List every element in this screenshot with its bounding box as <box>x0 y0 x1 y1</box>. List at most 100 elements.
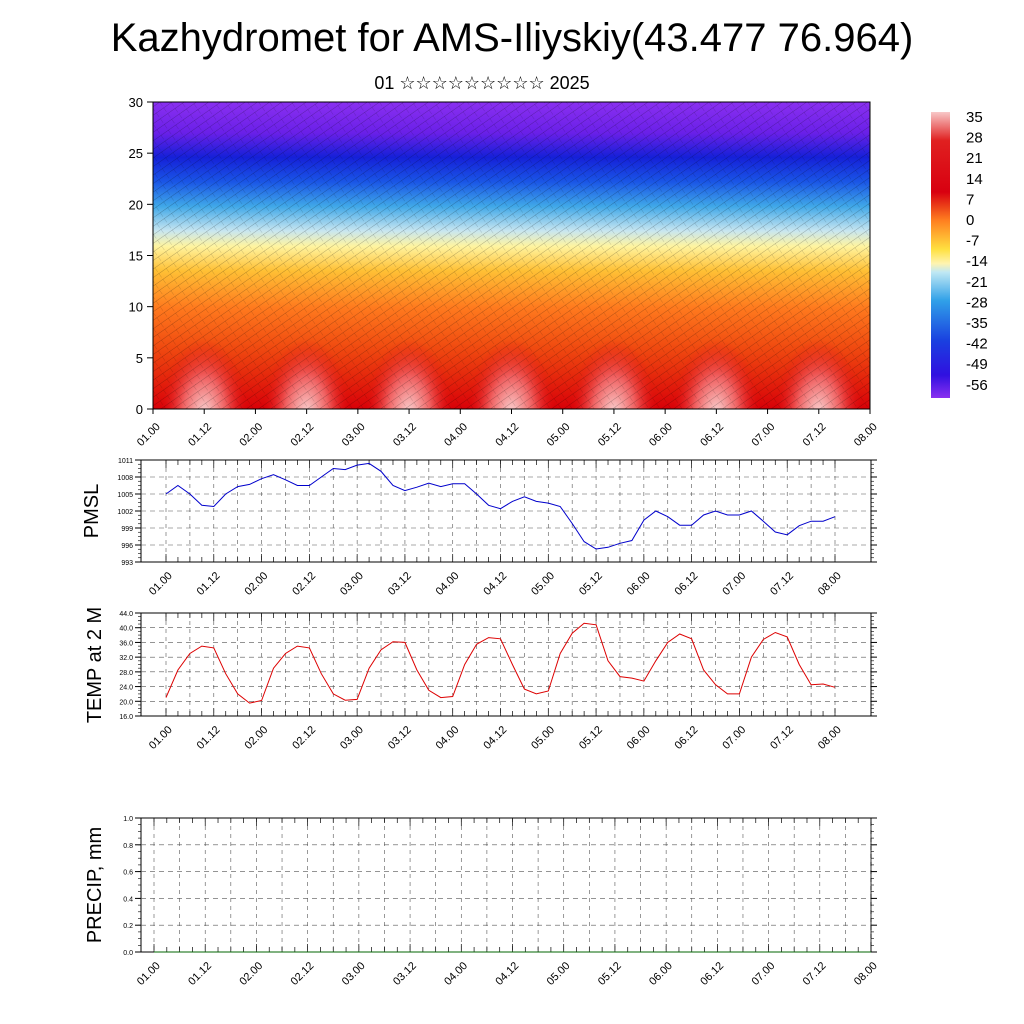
x-tick-label: 01.00 <box>147 724 175 752</box>
x-tick-label: 08.00 <box>816 724 844 752</box>
series-line <box>165 622 836 704</box>
x-tick-label: 02.00 <box>242 570 270 598</box>
colorbar: 35 28 21 14 7 0 -7 -14 -21 -28 -35 -42 -49 -56 <box>931 109 988 398</box>
colorbar-label: -49 <box>966 356 988 373</box>
colorbar-label: -7 <box>966 233 979 250</box>
x-tick-label: 06.12 <box>698 421 726 449</box>
colorbar-label: 28 <box>966 130 983 147</box>
y-tick-label: 44.0 <box>119 611 133 618</box>
pmsl-chart: 993 996 999 1002 1005 1008 1011 01.00 01.12 02.00… <box>81 458 877 598</box>
y-tick-label: 0.4 <box>123 896 133 903</box>
x-tick-label: 05.00 <box>545 421 573 449</box>
x-tick-label: 03.00 <box>338 724 366 752</box>
colorbar-label: 35 <box>966 109 983 126</box>
y-tick-label: 1011 <box>118 458 133 465</box>
y-tick-label: 10 <box>129 300 143 315</box>
x-tick-label: 06.12 <box>673 570 701 598</box>
x-tick-label: 03.12 <box>391 421 419 449</box>
x-tick-label: 06.12 <box>673 724 701 752</box>
x-tick-label: 04.12 <box>493 421 521 449</box>
x-tick-label: 07.00 <box>720 724 748 752</box>
x-tick-label: 02.00 <box>242 724 270 752</box>
colorbar-label: 0 <box>966 212 974 229</box>
x-tick-label: 01.00 <box>147 570 175 598</box>
x-tick-label: 04.00 <box>434 570 462 598</box>
x-tick-label: 01.00 <box>135 421 163 449</box>
cross-section-field <box>153 102 870 409</box>
y-tick-label: 1008 <box>117 475 133 482</box>
temperature-chart: 16.0 20.0 24.0 28.0 32.0 36.0 40.0 44.0 01.00 01.… <box>84 607 877 752</box>
wind-barbs-layer <box>153 102 870 409</box>
colorbar-label: -14 <box>966 253 988 270</box>
x-tick-label: 06.00 <box>647 421 675 449</box>
y-tick-label: 20.0 <box>119 699 133 706</box>
y-tick-label: 20 <box>129 197 143 212</box>
x-tick-label: 06.00 <box>625 570 653 598</box>
x-tick-label: 03.12 <box>386 724 414 752</box>
y-tick-label: 32.0 <box>119 655 133 662</box>
colorbar-label: 21 <box>966 150 983 167</box>
x-tick-label: 08.00 <box>852 960 880 988</box>
x-tick-label: 02.00 <box>237 421 265 449</box>
y-axis-label: PMSL <box>81 484 103 538</box>
colorbar-label: 14 <box>966 171 983 188</box>
x-tick-label: 03.00 <box>340 421 368 449</box>
y-tick-label: 1002 <box>117 509 133 516</box>
y-tick-label: 0.6 <box>123 870 133 877</box>
y-axis-label: PRECIP, mm <box>84 827 106 943</box>
y-tick-label: 996 <box>121 543 133 550</box>
x-tick-label: 07.12 <box>768 724 796 752</box>
y-tick-label: 16.0 <box>119 714 133 721</box>
y-tick-label: 28.0 <box>119 670 133 677</box>
colorbar-label: -42 <box>966 336 988 353</box>
y-tick-label: 0.0 <box>123 950 133 957</box>
y-tick-label: 999 <box>121 526 133 533</box>
y-axis-label: TEMP at 2 M <box>84 607 106 723</box>
x-tick-label: 02.12 <box>289 960 317 988</box>
x-tick-label: 04.12 <box>493 960 521 988</box>
x-tick-label: 02.12 <box>290 570 318 598</box>
colorbar-label: -28 <box>966 294 988 311</box>
x-tick-label: 05.00 <box>529 570 557 598</box>
x-tick-label: 04.12 <box>481 570 509 598</box>
x-tick-label: 04.00 <box>434 724 462 752</box>
x-tick-label: 02.12 <box>290 724 318 752</box>
x-tick-label: 08.00 <box>852 421 880 449</box>
x-tick-label: 07.00 <box>749 421 777 449</box>
x-tick-label: 07.12 <box>801 960 829 988</box>
y-tick-label: 24.0 <box>119 685 133 692</box>
y-tick-label: 25 <box>129 146 143 161</box>
colorbar-label: -21 <box>966 274 988 291</box>
x-tick-label: 06.00 <box>625 724 653 752</box>
page-title: Kazhydromet for AMS-Iliyskiy(43.477 76.9… <box>110 16 914 60</box>
x-tick-label: 04.12 <box>481 724 509 752</box>
precipitation-chart: 0.0 0.2 0.4 0.6 0.8 1.0 01.00 01.12 02.00 02.12 03… <box>84 816 880 988</box>
x-tick-label: 07.12 <box>801 421 829 449</box>
y-tick-label: 1.0 <box>123 816 133 823</box>
x-tick-label: 01.12 <box>195 570 223 598</box>
x-tick-label: 05.12 <box>596 421 624 449</box>
x-tick-label: 01.12 <box>186 421 214 449</box>
x-tick-label: 06.00 <box>647 960 675 988</box>
colorbar-label: 7 <box>966 191 974 208</box>
y-tick-label: 36.0 <box>119 640 133 647</box>
y-tick-label: 15 <box>129 249 143 264</box>
x-tick-label: 04.00 <box>442 421 470 449</box>
x-tick-label: 07.00 <box>720 570 748 598</box>
x-tick-label: 03.12 <box>391 960 419 988</box>
page-subtitle: 01 ☆☆☆☆☆☆☆☆☆ 2025 <box>374 73 590 93</box>
x-tick-label: 02.00 <box>237 960 265 988</box>
x-tick-label: 07.00 <box>749 960 777 988</box>
y-tick-label: 0.2 <box>123 923 133 930</box>
y-tick-label: 5 <box>136 351 143 366</box>
x-tick-label: 03.12 <box>386 570 414 598</box>
x-tick-label: 01.12 <box>186 960 214 988</box>
colorbar-label: -56 <box>966 377 988 394</box>
y-tick-label: 1005 <box>117 492 133 499</box>
x-tick-label: 04.00 <box>442 960 470 988</box>
x-tick-label: 01.00 <box>135 960 163 988</box>
x-tick-label: 05.12 <box>596 960 624 988</box>
x-tick-label: 03.00 <box>340 960 368 988</box>
y-tick-label: 0.8 <box>123 843 133 850</box>
